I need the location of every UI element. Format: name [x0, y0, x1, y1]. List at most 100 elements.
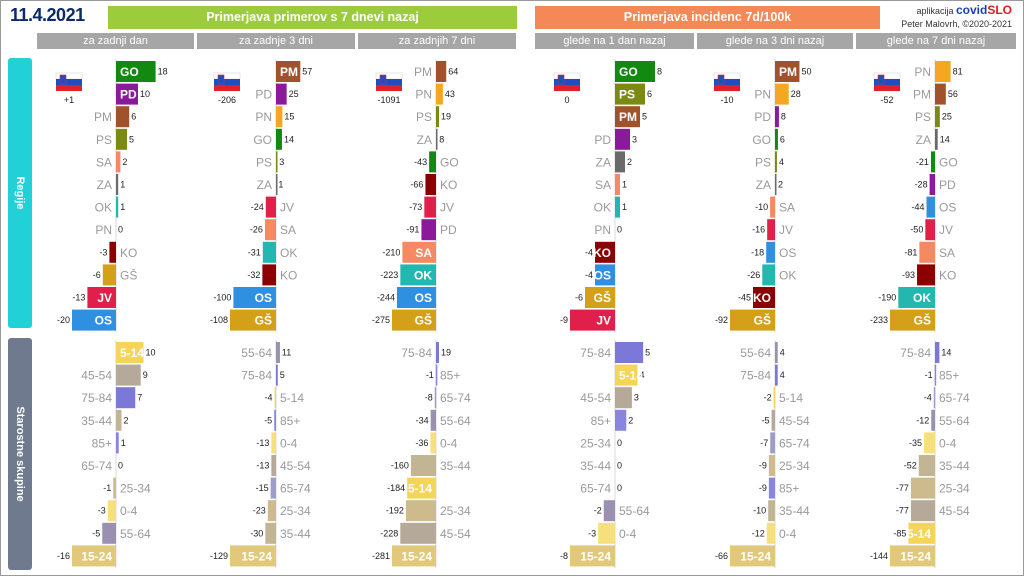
category-label-ZA: ZA	[916, 133, 931, 147]
value-label-PD: -91	[406, 225, 419, 235]
category-label-0-4: 0-4	[779, 527, 797, 541]
category-label-PM: PM	[280, 65, 298, 79]
bar-25-34	[768, 455, 775, 476]
bar-OK	[898, 287, 935, 308]
category-label-PS: PS	[416, 110, 432, 124]
chart-panel-11: 14 75-84 -1 85+ -4 65-74 -12 55-64 -35 0-4 -52 35-4…	[870, 340, 970, 568]
category-label-85+: 85+	[280, 414, 300, 428]
value-label-PS: 3	[279, 157, 284, 167]
flag-stripe-blue	[56, 79, 82, 85]
value-label-85+: 2	[628, 415, 633, 425]
category-label-OK: OK	[414, 268, 432, 282]
value-label-0-4: -12	[752, 528, 765, 538]
category-label-GO: GO	[440, 155, 459, 169]
flag-coat-of-arms	[557, 74, 565, 85]
value-label-55-64: -34	[416, 415, 429, 425]
slovenia-flag-icon	[713, 72, 741, 91]
value-label-KO: -93	[902, 270, 915, 280]
bar-PM	[935, 83, 946, 105]
category-label-JV: JV	[97, 291, 112, 305]
category-label-PD: PD	[939, 178, 956, 192]
category-label-OK: OK	[913, 291, 931, 305]
value-label-GŠ: -275	[372, 315, 390, 325]
category-label-PD: PD	[255, 88, 272, 102]
category-label-25-34: 25-34	[120, 482, 151, 496]
category-label-JV: JV	[596, 314, 611, 328]
slovenia-flag-icon	[553, 72, 581, 91]
category-label-85+: 85+	[92, 436, 112, 450]
bar-5-14	[274, 387, 277, 409]
category-label-45-54: 45-54	[779, 414, 810, 428]
category-label-GŠ: GŠ	[255, 313, 272, 328]
value-label-0-4: -13	[256, 438, 269, 448]
flag-stripe-red	[874, 85, 900, 91]
category-label-PN: PN	[95, 223, 112, 237]
bar-PD	[929, 174, 935, 195]
bar-5-14	[908, 522, 935, 544]
value-label-PN: 15	[284, 112, 294, 122]
bar-25-34	[113, 477, 116, 499]
value-label-65-74: -8	[425, 393, 433, 403]
bar-PS	[276, 151, 278, 173]
bar-PM	[276, 61, 301, 82]
flag-stripe-blue	[874, 79, 900, 85]
bar-PN	[436, 83, 443, 105]
bar-55-64	[603, 500, 615, 522]
bar-25-34	[405, 500, 436, 522]
category-label-55-64: 55-64	[939, 414, 970, 428]
bar-ZA	[116, 174, 119, 195]
value-label-JV: -50	[910, 225, 923, 235]
value-label-85+: -5	[264, 415, 272, 425]
value-label-55-64: 4	[780, 348, 785, 358]
value-label-75-84: 4	[780, 370, 785, 380]
value-label-PS: 5	[129, 134, 134, 144]
value-label-JV: -73	[409, 202, 422, 212]
bar-75-84	[436, 342, 439, 363]
category-label-75-84: 75-84	[740, 369, 771, 383]
value-label-PS: 25	[942, 112, 952, 122]
brand-slo: SLO	[987, 3, 1012, 17]
category-label-GO: GO	[939, 155, 958, 169]
flag-coat-of-arms	[379, 74, 387, 85]
category-label-GŠ: GŠ	[120, 267, 137, 282]
value-label-SA: -26	[250, 225, 263, 235]
category-label-OK: OK	[280, 246, 297, 260]
category-label-OS: OS	[255, 291, 272, 305]
bar-85+	[615, 409, 627, 431]
bar-85+	[934, 364, 937, 386]
category-label-OS: OS	[779, 246, 796, 260]
bar-PD	[421, 219, 436, 241]
category-label-55-64: 55-64	[440, 414, 471, 428]
value-label-PM: 57	[302, 67, 312, 77]
bar-ZA	[276, 174, 278, 195]
value-label-0-4: -36	[415, 438, 428, 448]
value-label-PM: 56	[948, 89, 958, 99]
value-label-75-84: 5	[645, 348, 650, 358]
category-label-25-34: 25-34	[939, 482, 970, 496]
value-label-5-14: -2	[764, 393, 772, 403]
category-label-KO: KO	[593, 246, 611, 260]
bar-GŠ	[230, 309, 276, 331]
flag-stripe-blue	[376, 79, 402, 85]
category-label-ZA: ZA	[417, 133, 432, 147]
bar-75-84	[615, 342, 644, 363]
category-label-SA: SA	[280, 223, 296, 237]
value-label-35-44: -160	[391, 461, 409, 471]
value-label-0-4: -3	[588, 528, 596, 538]
bar-PD	[276, 83, 287, 105]
bar-45-54	[771, 409, 775, 431]
bar-PM	[775, 61, 800, 82]
bar-75-84	[276, 364, 278, 386]
bar-GŠ	[890, 309, 935, 331]
bar-15-24	[730, 545, 775, 567]
category-label-35-44: 35-44	[580, 459, 611, 473]
category-label-GO: GO	[619, 65, 638, 79]
bar-55-64	[102, 522, 116, 544]
value-label-85+: -9	[759, 483, 767, 493]
bar-ZA	[935, 128, 938, 150]
bar-JV	[925, 219, 935, 241]
bar-25-34	[910, 477, 935, 499]
category-label-35-44: 35-44	[280, 527, 311, 541]
category-label-OK: OK	[95, 201, 112, 215]
bar-OK	[615, 196, 620, 218]
